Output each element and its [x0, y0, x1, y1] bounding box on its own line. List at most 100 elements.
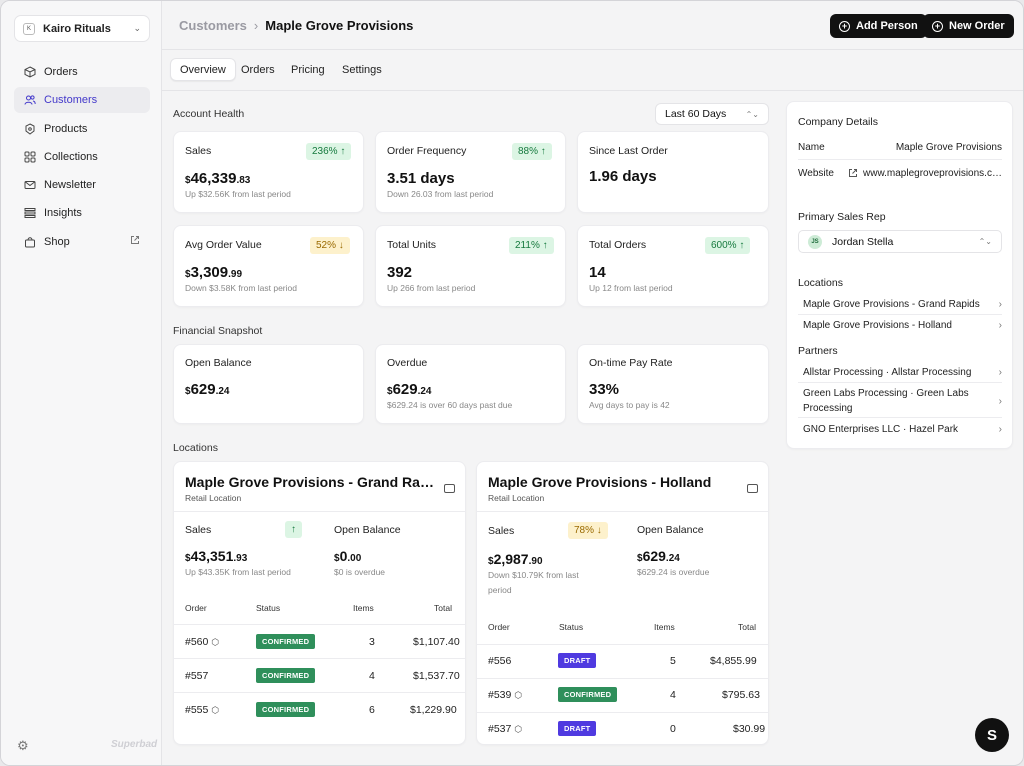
column-header-status: Status [559, 622, 584, 632]
metric-label: Since Last Order [589, 145, 668, 157]
location-card-holland: Maple Grove Provisions - Holland Retail … [476, 461, 769, 745]
location-title[interactable]: Maple Grove Provisions - Holland [488, 474, 712, 490]
card-icon[interactable] [444, 484, 455, 493]
new-order-label: New Order [949, 20, 1005, 32]
metric-subtext: Up 12 from last period [589, 283, 673, 293]
external-link-icon [130, 235, 140, 248]
tag-icon [24, 123, 36, 135]
partners-subtitle: Partners [798, 345, 838, 357]
grid-icon [24, 151, 36, 163]
location-link-label: Maple Grove Provisions - Grand Rapids [803, 299, 980, 310]
store-switcher[interactable]: K Kairo Rituals ⌄ [14, 15, 150, 42]
tab-pricing[interactable]: Pricing [291, 63, 325, 76]
divider [174, 511, 465, 512]
order-number[interactable]: #555 ⬡ [185, 704, 220, 716]
sidebar-item-insights[interactable]: Insights [14, 200, 150, 226]
tab-bar: Overview Orders Pricing Settings [162, 50, 1023, 91]
company-website-row: Website www.maplegroveprovisions.com [798, 168, 1002, 181]
users-icon [24, 94, 36, 106]
order-number[interactable]: #539 ⬡ [488, 689, 523, 701]
settings-gear-icon[interactable]: ⚙ [17, 738, 29, 753]
chevron-right-icon: › [253, 18, 259, 33]
add-person-button[interactable]: + Add Person [830, 14, 927, 38]
sidebar-item-collections[interactable]: Collections [14, 144, 150, 170]
order-total: $1,107.40 [413, 636, 460, 648]
status-badge: DRAFT [558, 653, 597, 668]
balance-label: Open Balance [334, 524, 401, 536]
divider [174, 658, 465, 659]
new-order-button[interactable]: + New Order [923, 14, 1014, 38]
breadcrumb: Customers › Maple Grove Provisions [179, 18, 413, 33]
assistant-fab-button[interactable]: S [975, 718, 1009, 752]
order-number[interactable]: #537 ⬡ [488, 723, 523, 735]
partner-link-label: Allstar Processing · Allstar Processing [803, 367, 972, 378]
box-icon: ⬡ [514, 690, 523, 700]
location-link[interactable]: Maple Grove Provisions - Holland › [798, 318, 1002, 333]
metric-value: $629.24 [185, 381, 230, 398]
mail-icon [24, 179, 36, 191]
metric-subtext: Up $32.56K from last period [185, 189, 291, 199]
website-link[interactable]: www.maplegroveprovisions.com [863, 168, 1002, 179]
balance-value: $629.24 [637, 548, 680, 564]
sales-subtext: Up $43.35K from last period [185, 567, 291, 577]
partner-link-label: GNO Enterprises LLC · Hazel Park [803, 424, 959, 435]
tab-settings[interactable]: Settings [342, 63, 382, 76]
items-count: 3 [369, 636, 375, 648]
sidebar-item-newsletter[interactable]: Newsletter [14, 172, 150, 198]
metric-value: 14 [589, 264, 606, 281]
tab-overview[interactable]: Overview [170, 58, 236, 81]
order-number[interactable]: #556 [488, 655, 512, 667]
external-link-icon [848, 168, 858, 181]
divider [174, 692, 465, 693]
divider [798, 417, 1002, 418]
sidebar-item-orders[interactable]: Orders [14, 59, 150, 85]
sidebar-item-shop[interactable]: Shop [14, 229, 150, 255]
metric-subtext: Down 26.03 from last period [387, 189, 494, 199]
breadcrumb-parent[interactable]: Customers [179, 18, 247, 33]
metric-card-sales: Sales 236% ↑ $46,339.83 Up $32.56K from … [173, 131, 364, 213]
divider [174, 624, 465, 625]
metric-subtext: Avg days to pay is 42 [589, 400, 670, 410]
order-number[interactable]: #557 [185, 670, 209, 682]
chevron-right-icon: › [998, 395, 1002, 407]
order-total: $4,855.99 [710, 655, 757, 667]
column-header-items: Items [654, 622, 675, 632]
status-badge: CONFIRMED [256, 668, 316, 683]
order-number[interactable]: #560 ⬡ [185, 636, 220, 648]
company-name-row: Name Maple Grove Provisions [798, 142, 1002, 153]
metric-label: Order Frequency [387, 145, 467, 157]
partner-link[interactable]: GNO Enterprises LLC · Hazel Park › [798, 422, 1002, 437]
sidebar-item-customers[interactable]: Customers [14, 87, 150, 114]
brand-logo: Superbad [111, 739, 158, 750]
partner-link[interactable]: Allstar Processing · Allstar Processing … [798, 365, 1002, 380]
chevron-right-icon: › [998, 367, 1002, 378]
order-total: $1,229.90 [410, 704, 457, 716]
bag-icon [24, 236, 36, 248]
location-type: Retail Location [488, 493, 545, 503]
sidebar-item-products[interactable]: Products [14, 116, 150, 142]
location-link-label: Maple Grove Provisions - Holland [803, 320, 952, 331]
location-title[interactable]: Maple Grove Provisions - Grand Rapids [185, 474, 435, 490]
metric-card-total-units: Total Units 211% ↑ 392 Up 266 from last … [375, 225, 566, 307]
divider [477, 644, 768, 645]
trend-badge: 236% ↑ [306, 143, 352, 160]
plus-circle-icon: + [932, 20, 943, 32]
column-header-items: Items [353, 603, 374, 613]
sales-rep-select[interactable]: JS Jordan Stella ⌃⌄ [798, 230, 1002, 253]
partner-link[interactable]: Green Labs Processing · Green Labs Proce… [798, 386, 1002, 416]
trend-badge: ↑ [285, 521, 302, 538]
top-bar: Customers › Maple Grove Provisions + Add P… [162, 1, 1023, 50]
column-header-total: Total [738, 622, 756, 632]
order-total: $795.63 [722, 689, 760, 701]
chevron-right-icon: › [998, 424, 1002, 435]
card-icon[interactable] [747, 484, 758, 493]
metric-value: $629.24 [387, 381, 432, 398]
account-health-title: Account Health [173, 108, 245, 120]
status-badge: CONFIRMED [558, 687, 618, 702]
page-title: Maple Grove Provisions [265, 18, 414, 33]
tab-orders[interactable]: Orders [241, 63, 275, 76]
location-link[interactable]: Maple Grove Provisions - Grand Rapids › [798, 297, 1002, 312]
column-header-total: Total [434, 603, 452, 613]
metric-value: 1.96 days [589, 168, 657, 185]
date-range-select[interactable]: Last 60 Days ⌃⌄ [655, 103, 769, 125]
